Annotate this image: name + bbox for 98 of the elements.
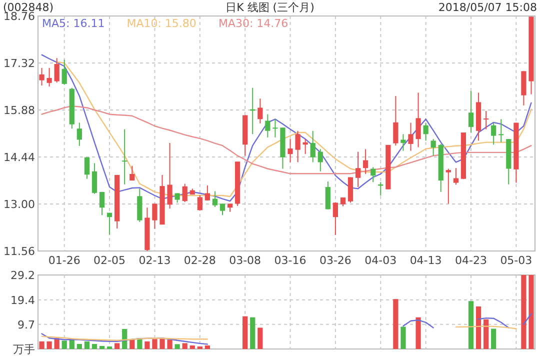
text: MA5: 16.11	[42, 17, 105, 30]
x-tick-label: 01-26	[48, 254, 80, 267]
candlestick	[423, 122, 428, 142]
y-tick-label: 17.32	[4, 57, 35, 70]
x-tick-label: 03-16	[274, 254, 306, 267]
candlestick	[152, 203, 158, 230]
candlestick	[370, 166, 376, 183]
bar	[92, 344, 98, 349]
bar	[144, 341, 150, 349]
candlestick	[106, 212, 112, 236]
candlestick	[468, 90, 474, 134]
y-tick-label: 万手	[13, 343, 35, 356]
bar	[483, 319, 489, 349]
text: 2018/05/07 15:08	[438, 1, 537, 14]
candlestick	[130, 165, 135, 181]
bar	[476, 306, 482, 349]
candlestick	[430, 138, 436, 156]
candlestick	[453, 168, 458, 186]
candlestick	[446, 168, 451, 204]
candlestick	[498, 118, 504, 143]
bar	[521, 275, 526, 349]
candlestick	[325, 180, 330, 210]
x-tick-label: 03-26	[319, 254, 352, 267]
bar	[99, 346, 105, 349]
candlestick	[393, 95, 398, 146]
candlestick	[84, 156, 90, 180]
candlestick	[483, 110, 489, 130]
bar	[114, 343, 120, 349]
candlestick	[332, 202, 338, 236]
candlestick	[46, 67, 52, 87]
bar	[182, 343, 188, 349]
y-tick-label: 14.44	[4, 151, 35, 164]
x-tick-label: 02-05	[94, 254, 126, 267]
x-tick-label: 03-08	[229, 254, 262, 267]
candlestick	[416, 92, 421, 148]
y-tick-label: 9.7	[18, 318, 35, 332]
candlestick	[212, 190, 218, 208]
x-tick-label: 04-23	[455, 254, 487, 267]
y-tick-label: 15.88	[4, 104, 35, 117]
candlestick	[355, 151, 361, 188]
bar	[46, 341, 52, 349]
x-tick-label: 04-03	[364, 254, 397, 267]
bar	[393, 299, 398, 349]
bar	[39, 341, 44, 349]
bar	[84, 341, 90, 349]
candlestick	[258, 98, 263, 124]
bar	[190, 345, 195, 349]
y-tick-label: 19.4	[10, 294, 35, 307]
bar	[152, 339, 158, 349]
candlestick	[400, 134, 406, 152]
bar	[416, 317, 421, 349]
candlestick	[92, 162, 98, 194]
bar	[106, 346, 112, 349]
candlestick	[272, 118, 278, 138]
candlestick	[76, 122, 82, 146]
candlestick	[318, 148, 323, 172]
text: MA30: 14.76	[218, 17, 288, 30]
bar	[258, 328, 263, 349]
candlestick	[99, 191, 105, 216]
bar	[160, 338, 165, 349]
candlestick	[174, 192, 180, 204]
candlestick	[182, 183, 188, 203]
bar	[468, 301, 474, 349]
candlestick	[363, 148, 368, 174]
candlestick	[310, 130, 316, 163]
bar	[400, 326, 406, 349]
candlestick	[197, 194, 202, 211]
x-tick-label: 02-28	[184, 254, 216, 267]
bar	[197, 346, 202, 349]
bar	[62, 340, 67, 349]
chart-title: 日K 线图 (三个月)	[226, 1, 314, 14]
bar	[204, 345, 210, 349]
x-tick-label: 04-13	[410, 254, 442, 267]
candlestick	[288, 138, 293, 163]
candlestick	[295, 130, 300, 163]
candlestick	[39, 67, 44, 86]
candlestick	[204, 184, 210, 201]
x-tick-label: 05-03	[500, 254, 532, 267]
candlestick	[408, 122, 414, 152]
candlestick	[220, 203, 226, 216]
bar	[250, 317, 256, 349]
text: MA10: 15.80	[126, 17, 196, 30]
y-tick-label: 11.56	[4, 245, 35, 258]
bar	[491, 328, 496, 349]
candlestick	[265, 114, 270, 138]
x-tick-label: 02-13	[138, 254, 171, 267]
bar	[174, 344, 180, 349]
y-tick-label: 13.00	[4, 198, 35, 211]
candlestick	[167, 142, 172, 210]
bar	[242, 316, 248, 349]
bar	[167, 340, 172, 349]
candlestick	[122, 128, 128, 185]
candlestick	[54, 58, 60, 84]
y-tick-label: 29.2	[10, 269, 35, 282]
bar	[528, 275, 534, 349]
candlestick	[62, 59, 67, 86]
candlestick	[491, 122, 496, 146]
bar	[76, 344, 82, 349]
